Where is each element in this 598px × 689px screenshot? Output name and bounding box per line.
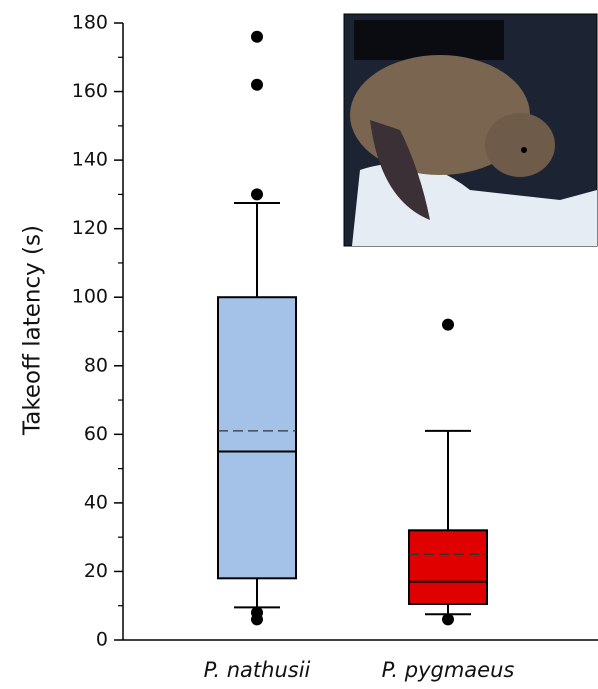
outlier	[251, 78, 263, 91]
y-axis-label: Takeoff latency (s)	[20, 225, 46, 436]
y-tick-label: 40	[84, 491, 108, 513]
y-tick-label: 160	[72, 80, 108, 102]
photo-bat-eye	[521, 147, 527, 153]
outlier	[442, 613, 454, 626]
y-tick-label: 180	[72, 12, 108, 34]
y-tick-label: 60	[84, 423, 108, 445]
y-tick-label: 140	[72, 149, 108, 171]
x-tick-label: P. pygmaeus	[382, 658, 515, 682]
outlier	[251, 613, 263, 626]
outlier	[251, 30, 263, 43]
photo-bat-head	[485, 113, 555, 177]
y-tick-label: 0	[96, 629, 108, 651]
outlier	[442, 318, 454, 331]
photo-shadow	[354, 20, 504, 60]
inset-photo	[343, 13, 598, 247]
y-tick-label: 80	[84, 354, 108, 376]
box	[408, 529, 488, 606]
y-tick-label: 120	[72, 217, 108, 239]
y-tick-label: 20	[84, 560, 108, 582]
photo-bat-wing	[370, 120, 430, 220]
y-tick-label: 100	[72, 286, 108, 308]
x-tick-label: P. nathusii	[204, 658, 311, 682]
outlier	[251, 188, 263, 201]
box	[217, 296, 297, 580]
